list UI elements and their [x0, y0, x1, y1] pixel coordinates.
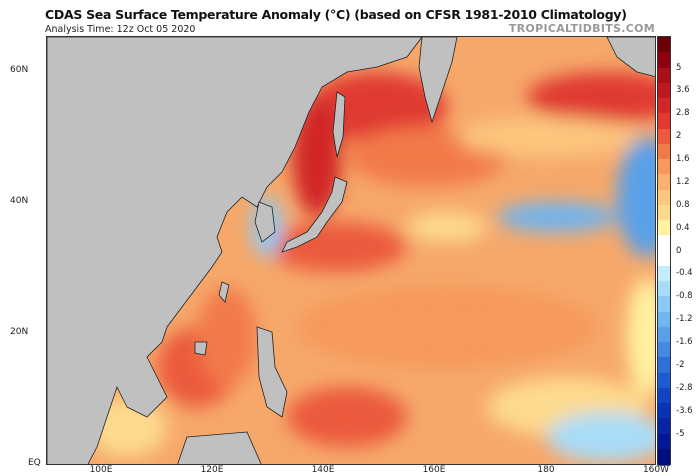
colorbar-swatch	[658, 387, 670, 405]
colorbar-tick-label: 0.8	[676, 199, 690, 210]
colorbar-swatch	[658, 265, 670, 283]
lat-label: 40N	[10, 196, 29, 206]
japan	[281, 176, 348, 253]
figure-title: CDAS Sea Surface Temperature Anomaly (°C…	[45, 7, 627, 22]
colorbar-tick-label: 1.6	[676, 154, 690, 164]
colorbar-swatch	[658, 311, 670, 329]
analysis-time: Analysis Time: 12z Oct 05 2020	[45, 24, 196, 35]
colorbar-swatch	[658, 357, 670, 374]
land-masses	[47, 37, 655, 464]
colorbar-swatch	[658, 204, 670, 222]
brand-watermark: TROPICALTIDBITS.COM	[508, 22, 655, 35]
lon-label: 140E	[311, 465, 335, 474]
colorbar-swatch	[658, 174, 670, 191]
colorbar-swatch	[658, 67, 670, 85]
kamchatka	[418, 37, 458, 124]
colorbar-swatch	[658, 296, 670, 313]
colorbar-swatch	[658, 37, 670, 54]
colorbar-swatch	[658, 433, 670, 451]
lat-label: 60N	[10, 65, 29, 75]
sst-field	[47, 37, 655, 464]
lon-label: 180	[537, 465, 555, 474]
sakhalin	[332, 91, 346, 158]
colorbar-swatch	[658, 418, 670, 435]
asia-mainland	[47, 37, 423, 464]
colorbar-tick-label: -2.8	[676, 382, 693, 393]
colorbar-tick-label: 2.8	[676, 108, 690, 119]
colorbar-tick-label: 2	[676, 131, 682, 142]
colorbar-tick-label: 5	[676, 62, 682, 73]
colorbar-swatch	[658, 113, 670, 130]
colorbar-tick-label: -0.4	[676, 268, 693, 279]
colorbar	[657, 36, 671, 466]
colorbar-swatch	[658, 82, 670, 100]
colorbar-tick-label: -3.6	[676, 405, 693, 416]
colorbar-swatch	[658, 235, 670, 252]
hainan	[194, 341, 208, 356]
colorbar-swatch	[658, 128, 670, 146]
colorbar-tick-label: -5	[676, 428, 685, 439]
lon-label: 160W	[642, 465, 670, 474]
colorbar-tick-label: 3.6	[676, 85, 690, 96]
colorbar-tick-label: 0	[676, 245, 682, 256]
alaska	[606, 37, 655, 77]
philippines	[256, 326, 288, 418]
borneo	[177, 431, 262, 464]
colorbar-swatch	[658, 342, 670, 359]
lat-label: EQ	[28, 458, 41, 468]
colorbar-tick-label: -1.2	[676, 314, 693, 325]
colorbar-tick-label: -2	[676, 359, 685, 370]
colorbar-swatch	[658, 52, 670, 69]
lat-label: 20N	[10, 327, 29, 337]
colorbar-swatch	[658, 220, 670, 237]
lon-label: 100E	[89, 465, 113, 474]
lon-label: 120E	[200, 465, 224, 474]
colorbar-tick-label: 0.4	[676, 222, 690, 233]
colorbar-swatch	[658, 448, 670, 466]
colorbar-tick-label: -0.8	[676, 291, 693, 302]
korea	[254, 201, 276, 243]
colorbar-swatch	[658, 281, 670, 298]
lon-label: 160E	[422, 465, 446, 474]
colorbar-swatch	[658, 250, 670, 268]
colorbar-tick-label: -1.6	[676, 337, 693, 347]
map-panel	[46, 36, 656, 465]
anomaly-blobs	[87, 72, 655, 462]
taiwan	[218, 281, 230, 303]
colorbar-tick-label: 1.2	[676, 176, 690, 187]
colorbar-swatch	[658, 403, 670, 420]
colorbar-swatch	[658, 372, 670, 390]
colorbar-swatch	[658, 143, 670, 161]
colorbar-swatch	[658, 98, 670, 115]
colorbar-swatch	[658, 159, 670, 176]
colorbar-swatch	[658, 326, 670, 344]
colorbar-swatch	[658, 189, 670, 207]
